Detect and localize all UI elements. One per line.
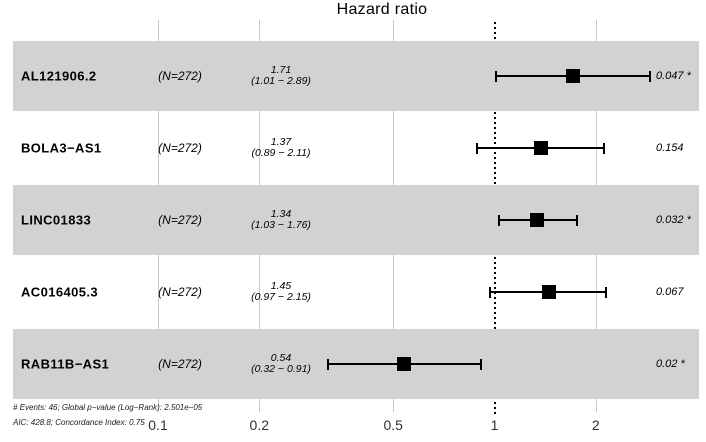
row-hr-value: 1.71 (270, 64, 292, 76)
ci-cap-right (648, 70, 651, 82)
hr-marker (565, 69, 580, 83)
row-estimate: 1.45 (0.97 − 2.15) (231, 281, 331, 303)
x-tick-label: 0.5 (383, 417, 403, 433)
row-label: BOLA3−AS1 (21, 140, 102, 156)
row-label: LINC01833 (21, 212, 92, 228)
x-tick-label: 2 (591, 417, 600, 433)
row-estimate: 1.34 (1.03 − 1.76) (231, 209, 331, 231)
ci-cap-left (497, 214, 500, 226)
row-label: RAB11B−AS1 (21, 356, 110, 372)
x-tick-label: 0.2 (249, 417, 270, 433)
hr-marker (533, 141, 548, 155)
row-ci-text: (0.89 − 2.11) (251, 147, 311, 159)
hr-marker (397, 357, 412, 371)
row-hr-value: 0.54 (270, 352, 292, 364)
ci-whisker (0, 256, 706, 328)
row-estimate: 1.71 (1.01 − 2.89) (231, 65, 331, 87)
row-pvalue: 0.067 (656, 286, 684, 298)
hr-marker (530, 213, 545, 227)
x-tick-label: 1 (490, 417, 499, 433)
ci-whisker (0, 40, 706, 112)
forest-row-LINC01833: LINC01833 (N=272) 1.34 (1.03 − 1.76) 0.0… (0, 184, 706, 256)
ci-whisker (0, 184, 706, 256)
row-n-count: (N=272) (158, 141, 202, 155)
row-label: AL121906.2 (21, 68, 97, 84)
ci-cap-right (605, 286, 608, 298)
x-tick-label: 0.1 (148, 417, 168, 433)
row-ci-text: (1.01 − 2.89) (251, 75, 311, 87)
row-hr-value: 1.45 (270, 280, 292, 292)
ci-cap-right (602, 142, 605, 154)
row-n-count: (N=272) (158, 357, 202, 371)
ci-cap-left (326, 358, 329, 370)
row-hr-value: 1.37 (270, 136, 292, 148)
row-estimate: 0.54 (0.32 − 0.91) (231, 353, 331, 375)
forest-row-RAB11B-AS1: RAB11B−AS1 (N=272) 0.54 (0.32 − 0.91) 0.… (0, 328, 706, 400)
row-pvalue: 0.02 * (656, 358, 685, 370)
footnote-aic-concordance: AIC: 428.8; Concordance Index: 0.75 (13, 418, 145, 427)
row-n-count: (N=272) (158, 213, 202, 227)
ci-whisker (0, 112, 706, 184)
ci-cap-left (476, 142, 479, 154)
forest-row-AL121906.2: AL121906.2 (N=272) 1.71 (1.01 − 2.89) 0.… (0, 40, 706, 112)
row-ci-text: (1.03 − 1.76) (251, 219, 311, 231)
chart-title: Hazard ratio (336, 1, 428, 18)
ci-cap-left (489, 286, 492, 298)
forest-row-BOLA3-AS1: BOLA3−AS1 (N=272) 1.37 (0.89 − 2.11) 0.1… (0, 112, 706, 184)
ci-whisker (0, 328, 706, 400)
forest-row-AC016405.3: AC016405.3 (N=272) 1.45 (0.97 − 2.15) 0.… (0, 256, 706, 328)
ci-cap-right (576, 214, 579, 226)
x-axis: 0.1 0.2 0.5 1 2 (0, 417, 706, 435)
row-n-count: (N=272) (158, 285, 202, 299)
row-label: AC016405.3 (21, 284, 98, 300)
row-ci-text: (0.97 − 2.15) (251, 291, 311, 303)
hr-marker (541, 285, 556, 299)
row-pvalue: 0.154 (656, 142, 684, 154)
ci-cap-left (494, 70, 497, 82)
row-pvalue: 0.032 * (656, 214, 691, 226)
row-n-count: (N=272) (158, 69, 202, 83)
row-hr-value: 1.34 (270, 208, 292, 220)
row-ci-text: (0.32 − 0.91) (251, 363, 311, 375)
ci-cap-right (479, 358, 482, 370)
footnote-events-pvalue: # Events: 46; Global p−value (Log−Rank):… (13, 403, 203, 412)
row-pvalue: 0.047 * (656, 70, 691, 82)
row-estimate: 1.37 (0.89 − 2.11) (231, 137, 331, 159)
